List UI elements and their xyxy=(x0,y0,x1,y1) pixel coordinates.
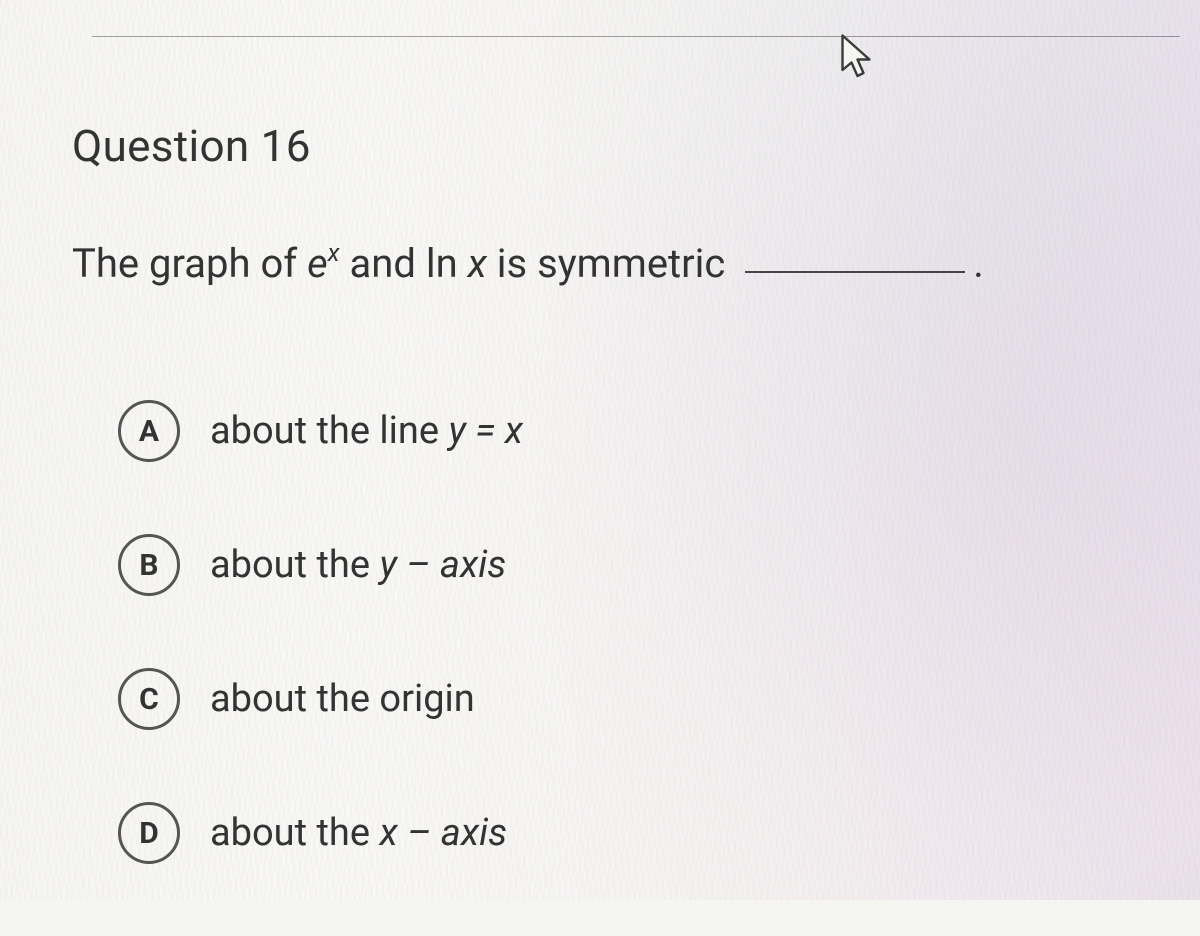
stem-text-1: The graph of xyxy=(72,240,307,287)
fill-in-blank xyxy=(745,269,965,273)
option-bubble-d[interactable]: D xyxy=(118,802,180,864)
option-b-pre: about the xyxy=(210,543,379,587)
option-d-pre: about the xyxy=(210,811,379,855)
option-bubble-c[interactable]: C xyxy=(118,668,180,730)
stem-period: . xyxy=(973,240,984,287)
option-text-d: about the x – axis xyxy=(210,811,507,855)
option-bubble-a[interactable]: A xyxy=(118,400,180,462)
horizontal-rule xyxy=(92,36,1180,37)
option-d[interactable]: D about the x – axis xyxy=(118,802,523,864)
option-a-math: y = x xyxy=(448,409,523,453)
option-b-math: y – axis xyxy=(379,543,506,587)
option-d-math: x – axis xyxy=(379,811,507,855)
stem-lnx-var: x xyxy=(468,240,487,287)
question-stem: The graph of ex and ln x is symmetric . xyxy=(72,240,984,287)
option-text-a: about the line y = x xyxy=(210,409,523,453)
options-list: A about the line y = x B about the y – a… xyxy=(118,400,523,936)
stem-e-base: e xyxy=(307,240,328,287)
stem-text-3: is symmetric xyxy=(487,240,735,287)
mouse-pointer-icon xyxy=(838,34,874,82)
cursor-path xyxy=(843,36,870,77)
question-title: Question 16 xyxy=(72,120,311,172)
option-a[interactable]: A about the line y = x xyxy=(118,400,523,462)
option-c[interactable]: C about the origin xyxy=(118,668,523,730)
option-b[interactable]: B about the y – axis xyxy=(118,534,523,596)
option-bubble-b[interactable]: B xyxy=(118,534,180,596)
option-c-pre: about the origin xyxy=(210,677,475,721)
option-a-pre: about the line xyxy=(210,409,448,453)
option-text-c: about the origin xyxy=(210,677,475,721)
stem-text-2: and ln xyxy=(340,240,468,287)
stem-e-exponent: x xyxy=(328,239,340,268)
option-text-b: about the y – axis xyxy=(210,543,506,587)
